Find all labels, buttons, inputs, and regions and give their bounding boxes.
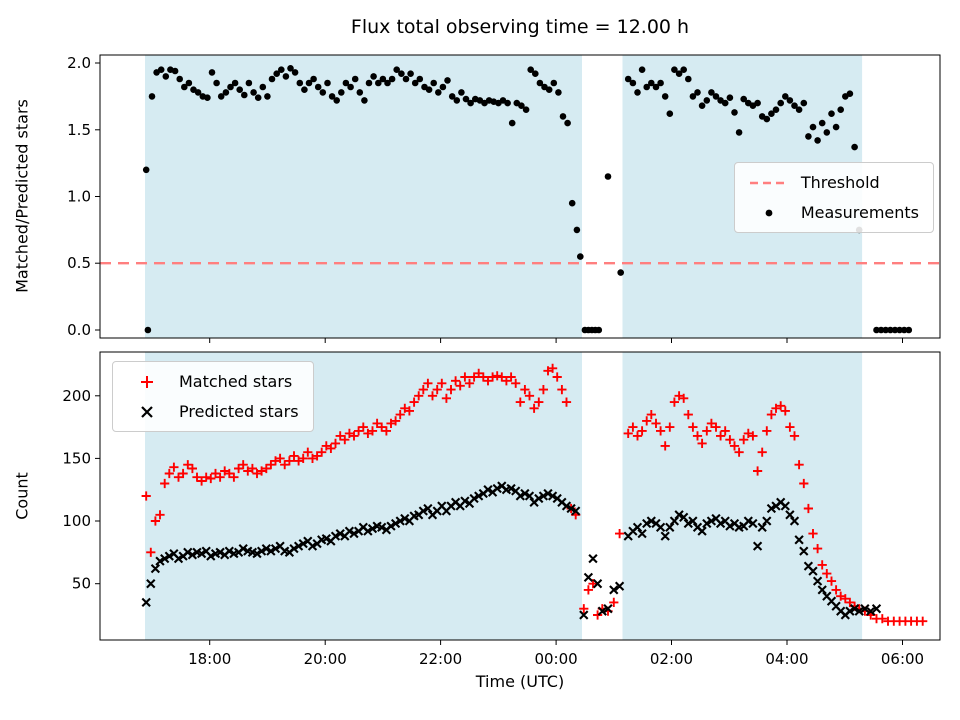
legend-label-predicted: Predicted stars — [179, 402, 299, 421]
matched-stars-series — [141, 363, 928, 626]
y-tick-label: 0.0 — [67, 321, 91, 339]
legend-item-measurements: Measurements — [749, 203, 919, 222]
y-tick-label: 50 — [72, 575, 91, 593]
x-tick-label: 22:00 — [419, 650, 462, 668]
measurements-dot-icon — [765, 209, 773, 216]
chart-title: Flux total observing time = 12.00 h — [350, 16, 690, 38]
x-axis-label: Time (UTC) — [475, 672, 565, 691]
x-tick-label: 18:00 — [188, 650, 231, 668]
axes-frame — [99, 351, 941, 641]
threshold-line-icon — [749, 181, 788, 184]
x-tick-label: 00:00 — [534, 650, 577, 668]
legend-label-threshold: Threshold — [800, 173, 880, 192]
legend-item-matched: Matched stars — [127, 372, 299, 391]
y-tick-label: 2.0 — [67, 54, 91, 72]
legend-top: Threshold Measurements — [733, 162, 934, 233]
y-tick-label: 200 — [62, 387, 91, 405]
legend-item-predicted: Predicted stars — [127, 402, 299, 421]
legend-label-matched: Matched stars — [179, 372, 293, 391]
y-tick-label: 1.0 — [67, 188, 91, 206]
x-tick-label: 06:00 — [881, 650, 924, 668]
x-tick-label: 20:00 — [304, 650, 347, 668]
y-tick-label: 150 — [62, 449, 91, 467]
legend-label-measurements: Measurements — [800, 203, 919, 222]
x-marker-icon — [141, 405, 153, 418]
legend-item-threshold: Threshold — [749, 173, 919, 192]
y-tick-label: 100 — [62, 512, 91, 530]
predicted-stars-series — [141, 481, 882, 620]
x-tick-label: 04:00 — [765, 650, 808, 668]
legend-bottom: Matched stars Predicted stars — [112, 361, 314, 432]
y-tick-label: 0.5 — [67, 254, 91, 272]
plus-marker-icon — [141, 375, 153, 388]
shaded-region — [622, 352, 863, 640]
y-tick-label: 1.5 — [67, 121, 91, 139]
x-tick-label: 02:00 — [650, 650, 693, 668]
measurements-series — [142, 65, 913, 334]
